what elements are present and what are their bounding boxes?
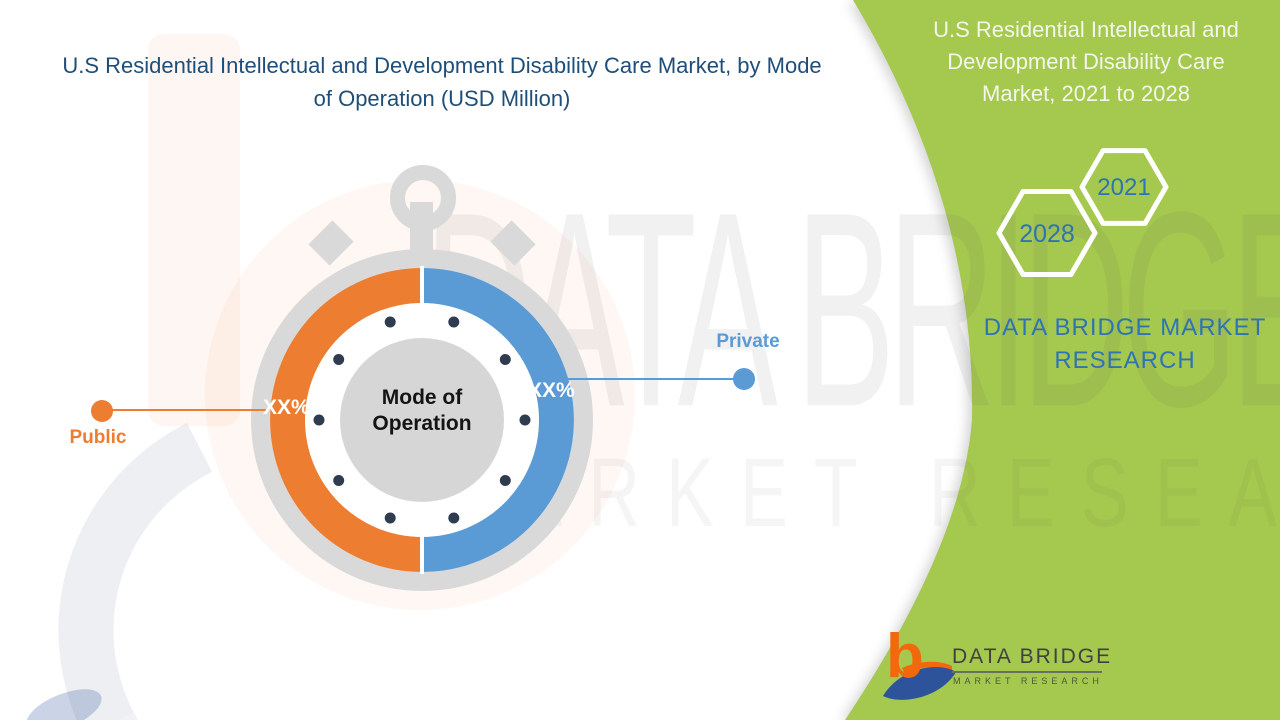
side-panel-title-line2: Development Disability Care — [947, 49, 1225, 74]
public-callout-dot — [91, 400, 113, 422]
logo-tagline: MARKET RESEARCH — [953, 676, 1103, 686]
side-panel-title: U.S Residential Intellectual and Develop… — [898, 14, 1274, 110]
side-panel-title-line1: U.S Residential Intellectual and — [933, 17, 1239, 42]
private-segment-label: Private — [716, 331, 780, 352]
stopwatch-right-button — [490, 220, 536, 266]
chart-center-label: Mode of Operation — [332, 385, 512, 437]
side-panel-title-line3: Market, 2021 to 2028 — [982, 81, 1190, 106]
logo-divider — [952, 671, 1102, 673]
chart-center-label-line2: Operation — [372, 412, 472, 435]
segment-public-arc — [270, 268, 422, 572]
logo-orange-swoosh — [902, 661, 952, 674]
public-segment-label: Public — [69, 427, 127, 448]
stopwatch-left-button — [308, 220, 354, 266]
hexagon-2021 — [1079, 148, 1169, 226]
public-value-label: XX% — [263, 396, 310, 419]
private-value-label: XX% — [528, 379, 575, 402]
hexagon-2028 — [996, 189, 1098, 277]
segment-seam-bottom — [420, 535, 424, 574]
stopwatch-hub — [340, 338, 504, 502]
page-title-line1: U.S Residential Intellectual and Develop… — [62, 53, 822, 78]
hexagon-year-2028: 2028 — [1019, 220, 1075, 248]
brand-text: DATA BRIDGE MARKET RESEARCH — [983, 314, 1267, 374]
green-panel-shape — [845, 0, 1280, 720]
tick-dots — [313, 316, 531, 524]
page-title-line2: of Operation (USD Million) — [313, 86, 571, 111]
logo-company-name: DATA BRIDGE — [952, 645, 1113, 668]
stopwatch-crown-stem — [410, 202, 433, 262]
chart-center-label-line1: Mode of — [381, 386, 463, 409]
segment-private-arc — [422, 268, 574, 572]
hexagon-year-2021: 2021 — [1097, 174, 1150, 201]
page-title: U.S Residential Intellectual and Develop… — [0, 49, 884, 115]
logo-monogram: b — [886, 622, 924, 691]
private-callout-dot — [733, 368, 755, 390]
segment-seam-top — [420, 266, 424, 305]
logo-blue-swoosh — [883, 667, 956, 700]
